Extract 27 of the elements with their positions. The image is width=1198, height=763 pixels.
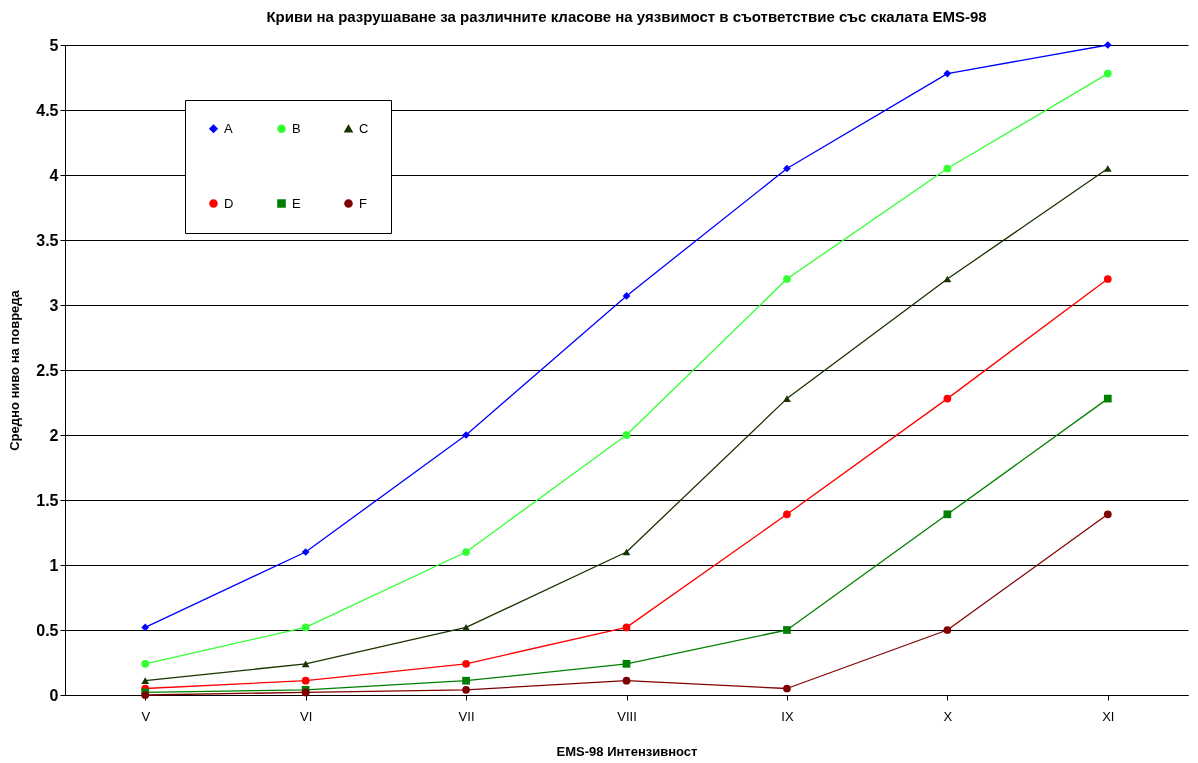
legend-label: F [359, 195, 367, 211]
legend-label: D [224, 195, 234, 211]
x-axis-title: EMS-98 Интензивност [556, 743, 698, 759]
chart-title: Криви на разрушаване за различните класове на уязвимост в съответствие със скалата EMS-98 [266, 8, 987, 25]
legend-label: E [292, 195, 301, 211]
y-axis-title: Средно ниво на повреда [7, 289, 23, 451]
y-tick-label: 1.5 [36, 491, 59, 509]
y-tick-label: 3.5 [36, 231, 59, 249]
x-tick-label: V [141, 708, 151, 724]
x-tick-label: VII [458, 708, 475, 724]
x-tick-label: XI [1102, 708, 1115, 724]
legend-label: C [359, 120, 369, 136]
y-tick-label: 4 [49, 166, 59, 184]
x-tick-label: X [943, 708, 953, 724]
legend-label: A [224, 120, 233, 136]
x-tick-label: IX [781, 708, 794, 724]
x-tick-label: VI [299, 708, 313, 724]
y-tick-label: 4.5 [36, 101, 59, 119]
x-tick-label: VIII [617, 708, 637, 724]
y-tick-label: 1 [49, 556, 59, 574]
y-tick-label: 0 [49, 686, 59, 704]
y-tick-label: 2.5 [36, 361, 59, 379]
y-tick-label: 3 [49, 296, 59, 314]
y-tick-label: 2 [49, 426, 59, 444]
y-tick-label: 0.5 [36, 621, 59, 639]
y-tick-label: 5 [49, 36, 59, 54]
legend-label: B [292, 120, 301, 136]
